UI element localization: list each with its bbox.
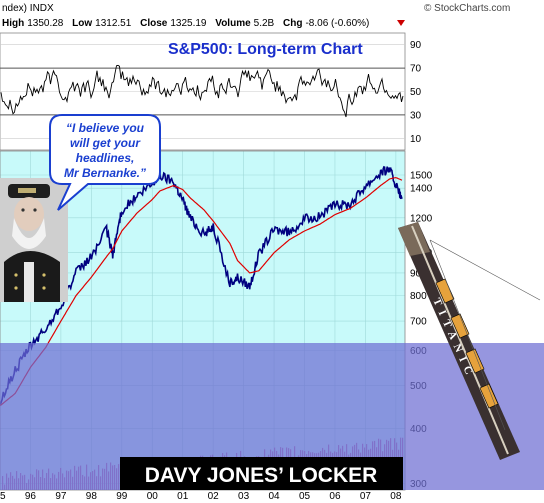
- low-label: Low: [72, 18, 92, 29]
- oscillator-tick-label: 50: [410, 87, 422, 98]
- oscillator-line: [0, 64, 404, 118]
- price-tick-label: 1400: [410, 184, 433, 195]
- x-tick-label: 95: [0, 491, 6, 502]
- low-value: 1312.51: [95, 18, 132, 29]
- quote-line-1: “I believe you: [66, 121, 145, 135]
- x-tick-label: 04: [268, 491, 280, 502]
- oscillator-tick-label: 90: [410, 40, 422, 51]
- close-label: Close: [140, 18, 168, 29]
- x-tick-label: 98: [86, 491, 98, 502]
- x-tick-label: 03: [238, 491, 250, 502]
- volume-label: Volume: [215, 18, 251, 29]
- stockcharts-watermark: © StockCharts.com: [424, 3, 510, 14]
- x-tick-label: 96: [25, 491, 37, 502]
- chg-label: Chg: [283, 18, 302, 29]
- x-tick-label: 01: [177, 491, 189, 502]
- chg-value: -8.06 (-0.60%): [305, 18, 369, 29]
- x-tick-label: 07: [360, 491, 372, 502]
- x-tick-label: 06: [329, 491, 341, 502]
- x-tick-label: 00: [147, 491, 159, 502]
- x-tick-label: 05: [299, 491, 311, 502]
- x-tick-label: 02: [208, 491, 220, 502]
- price-tick-label: 1200: [410, 213, 433, 224]
- symbol-label: ndex) INDX: [2, 3, 54, 14]
- volume-value: 5.2B: [254, 18, 275, 29]
- price-line: [0, 165, 403, 406]
- down-arrow-icon: [397, 20, 405, 26]
- chart-title: S&P500: Long-term Chart: [168, 41, 363, 58]
- quote-summary: High 1350.28 Low 1312.51 Close 1325.19 Volu…: [2, 18, 369, 29]
- oscillator-tick-label: 10: [410, 134, 422, 145]
- quote-line-4: Mr Bernanke.”: [64, 166, 146, 180]
- quote-line-2: will get your: [70, 136, 141, 150]
- high-label: High: [2, 18, 24, 29]
- price-tick-label: 700: [410, 317, 427, 328]
- x-tick-label: 97: [55, 491, 67, 502]
- high-value: 1350.28: [27, 18, 64, 29]
- close-value: 1325.19: [170, 18, 207, 29]
- speech-bubble: “I believe you will get your headlines, …: [49, 114, 161, 211]
- locker-label-box: DAVY JONES’ LOCKER: [120, 457, 403, 490]
- quote-line-3: headlines,: [76, 151, 135, 165]
- price-tick-label: 800: [410, 291, 427, 302]
- x-tick-label: 08: [390, 491, 402, 502]
- oscillator-tick-label: 70: [410, 64, 422, 75]
- locker-label: DAVY JONES’ LOCKER: [145, 464, 378, 487]
- oscillator-tick-label: 30: [410, 110, 422, 121]
- header-row: ndex) INDX © StockCharts.com High 1350.28…: [2, 3, 510, 29]
- price-tick-label: 1500: [410, 170, 433, 181]
- x-tick-label: 99: [116, 491, 128, 502]
- captain-portrait: [0, 178, 68, 302]
- oscillator-ticks: 10 30 50 70 90: [410, 40, 422, 145]
- x-axis-ticks: 95 96 97 98 99 00 01 02 03 04 05 06 07 08: [0, 491, 402, 502]
- moving-average-line: [0, 176, 403, 407]
